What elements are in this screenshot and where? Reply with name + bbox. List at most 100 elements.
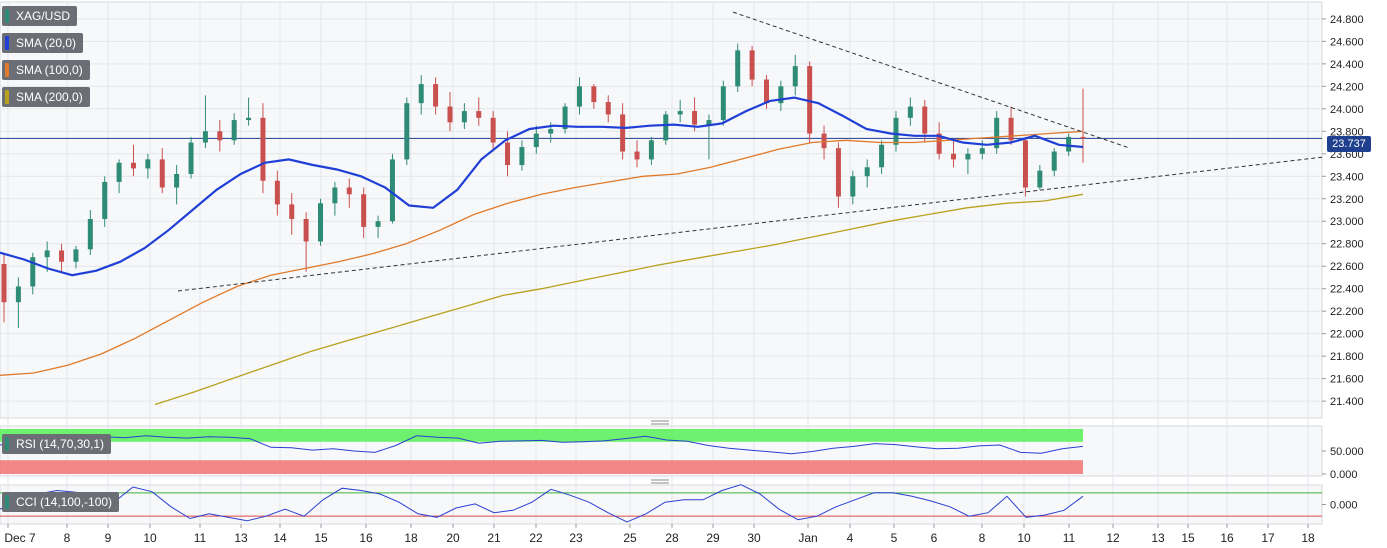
candle-body: [735, 50, 741, 87]
candle-body: [663, 114, 669, 141]
x-tick-label: 5: [891, 531, 898, 545]
x-tick-label: 29: [706, 531, 720, 545]
y-tick-label: 21.600: [1330, 374, 1364, 386]
candle-body: [318, 203, 324, 242]
candle-body: [763, 79, 769, 104]
candle-body: [835, 148, 841, 197]
rsi-overbought-zone: [0, 429, 1083, 442]
candle-body: [677, 111, 683, 115]
cci-y-tick-label: 0.000: [1330, 500, 1358, 512]
candle-body: [30, 257, 36, 287]
x-tick-label: 6: [931, 531, 938, 545]
candle-body: [87, 218, 93, 250]
sma200-color-swatch: [5, 90, 9, 104]
y-tick-label: 23.000: [1330, 216, 1364, 228]
candle-body: [1051, 151, 1057, 171]
candle-body: [605, 102, 611, 115]
y-tick-label: 22.600: [1330, 261, 1364, 273]
candle-body: [145, 159, 151, 169]
x-tick-label: 30: [747, 531, 761, 545]
x-tick-label: Jan: [798, 531, 817, 545]
candle-body: [879, 144, 885, 168]
x-tick-label: 8: [979, 531, 986, 545]
candle-body: [346, 187, 352, 195]
candle-body: [1008, 117, 1014, 141]
x-tick-label: 13: [234, 531, 248, 545]
candle-body: [1066, 136, 1072, 152]
candle-body: [1037, 170, 1043, 188]
sma100-legend-text: SMA (100,0): [16, 63, 83, 77]
candle-body: [576, 86, 582, 107]
candle-body: [749, 50, 755, 80]
y-tick-label: 24.200: [1330, 81, 1364, 93]
candle-body: [965, 153, 971, 160]
candle-body: [907, 106, 913, 118]
y-tick-label: 24.000: [1330, 104, 1364, 116]
x-tick-label: 4: [847, 531, 854, 545]
candle-body: [15, 286, 21, 303]
symbol-label[interactable]: XAG/USD: [2, 6, 78, 26]
candle-body: [519, 147, 525, 166]
cci-legend[interactable]: CCI (14,100,-100): [2, 492, 120, 512]
symbol-label-text: XAG/USD: [16, 9, 71, 23]
x-tick-label: 8: [64, 531, 71, 545]
x-tick-label: 10: [143, 531, 157, 545]
sma20-legend-text: SMA (20,0): [16, 36, 77, 50]
x-tick-label: 14: [273, 531, 287, 545]
candle-body: [864, 167, 870, 177]
y-tick-label: 22.000: [1330, 329, 1364, 341]
candle-body: [533, 133, 539, 148]
x-tick-label: Dec 7: [4, 531, 36, 545]
candle-body: [562, 106, 568, 130]
candle-body: [951, 153, 957, 160]
candle-body: [375, 221, 381, 227]
x-tick-label: 18: [1301, 531, 1315, 545]
candle-body: [893, 117, 899, 145]
candle-body: [548, 129, 554, 134]
y-tick-label: 24.800: [1330, 14, 1364, 26]
sma200-legend[interactable]: SMA (200,0): [2, 87, 90, 107]
sma20-line: [0, 96, 1084, 277]
y-tick-label: 24.400: [1330, 59, 1364, 71]
sma20-legend[interactable]: SMA (20,0): [2, 33, 84, 53]
y-tick-label: 23.200: [1330, 194, 1364, 206]
candle-body: [1080, 136, 1086, 139]
candle-body: [620, 114, 626, 152]
x-tick-label: 16: [1220, 531, 1234, 545]
x-tick-label: 18: [404, 531, 418, 545]
rsi-line: [0, 435, 1084, 455]
rsi-y-tick-label: 0.000: [1330, 469, 1358, 481]
candle-body: [303, 218, 309, 242]
candle-body: [116, 162, 122, 182]
candle-body: [1, 263, 7, 303]
rsi-legend[interactable]: RSI (14,70,30,1): [2, 434, 112, 454]
support-trendline: [177, 156, 1323, 292]
sma100-legend[interactable]: SMA (100,0): [2, 60, 90, 80]
sma200-line: [154, 193, 1084, 406]
candle-body: [461, 111, 467, 123]
x-tick-label: 15: [314, 531, 328, 545]
candle-body: [361, 194, 367, 227]
y-tick-label: 23.800: [1330, 126, 1364, 138]
y-tick-label: 22.400: [1330, 284, 1364, 296]
candle-body: [476, 111, 482, 118]
candle-body: [648, 140, 654, 160]
sma20-color-swatch: [5, 36, 9, 50]
candle-body: [447, 106, 453, 123]
candle-body: [102, 181, 108, 219]
y-tick-label: 22.800: [1330, 239, 1364, 251]
candle-body: [634, 151, 640, 160]
x-tick-label: 21: [487, 531, 501, 545]
sma200-legend-text: SMA (200,0): [16, 90, 83, 104]
candle-body: [792, 66, 798, 87]
x-tick-label: 16: [359, 531, 373, 545]
candle-body: [936, 133, 942, 154]
cci-legend-text: CCI (14,100,-100): [16, 495, 113, 509]
candle-body: [778, 86, 784, 104]
candle-body: [591, 86, 597, 103]
candle-body: [850, 176, 856, 197]
candle-body: [202, 131, 208, 143]
candle-body: [289, 204, 295, 219]
x-tick-label: 13: [1151, 531, 1165, 545]
